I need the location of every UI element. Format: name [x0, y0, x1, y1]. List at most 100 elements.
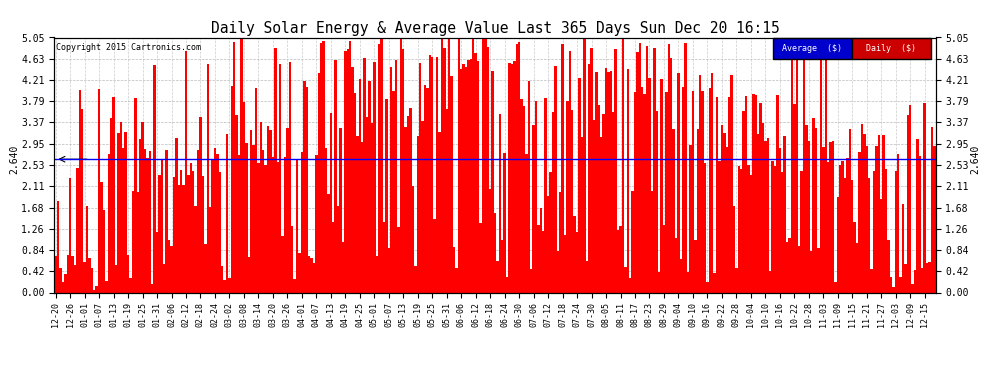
Bar — [499, 114, 501, 292]
Bar — [342, 242, 345, 292]
Bar — [276, 162, 279, 292]
Bar — [583, 38, 585, 292]
Bar — [544, 98, 546, 292]
Bar — [78, 90, 81, 292]
Bar — [132, 191, 134, 292]
Bar — [325, 148, 328, 292]
Bar — [754, 95, 757, 292]
Bar — [460, 69, 462, 292]
Bar — [803, 45, 805, 292]
Bar — [155, 232, 158, 292]
Bar — [719, 161, 721, 292]
Bar — [704, 163, 706, 292]
Bar — [511, 64, 513, 292]
Bar — [274, 48, 276, 292]
Bar — [798, 246, 800, 292]
Bar — [61, 282, 64, 292]
Bar — [422, 122, 424, 292]
Bar — [160, 160, 163, 292]
Bar — [441, 38, 444, 292]
Bar — [934, 147, 936, 292]
Bar — [202, 176, 204, 292]
Bar — [916, 139, 919, 292]
Bar — [593, 120, 595, 292]
Bar — [477, 62, 479, 292]
Bar — [243, 102, 246, 292]
Bar — [356, 136, 358, 292]
Bar — [303, 81, 306, 292]
Bar — [226, 134, 229, 292]
Bar — [617, 230, 620, 292]
Bar — [914, 270, 916, 292]
Bar — [236, 115, 238, 292]
Bar — [523, 106, 525, 292]
Bar — [494, 213, 496, 292]
Bar — [469, 59, 472, 292]
Bar — [320, 44, 323, 292]
Bar — [221, 266, 224, 292]
Bar — [345, 51, 346, 292]
Bar — [853, 222, 856, 292]
Bar — [561, 44, 563, 292]
Bar — [585, 261, 588, 292]
Bar — [670, 58, 672, 292]
Bar — [581, 137, 583, 292]
Bar — [56, 201, 59, 292]
Bar — [769, 271, 771, 292]
Bar — [899, 277, 902, 292]
Bar — [921, 268, 924, 292]
Bar — [254, 88, 257, 292]
Bar — [199, 117, 202, 292]
Bar — [538, 225, 540, 292]
Bar — [271, 158, 274, 292]
Bar — [909, 105, 912, 292]
Text: 2.640: 2.640 — [970, 144, 980, 174]
Bar — [446, 110, 447, 292]
Bar — [543, 231, 545, 292]
Bar — [875, 146, 877, 292]
Bar — [578, 78, 581, 292]
Bar — [139, 139, 142, 292]
Bar — [122, 148, 125, 292]
Bar — [603, 114, 605, 292]
Bar — [744, 96, 747, 292]
Bar — [115, 266, 117, 292]
Bar — [612, 112, 615, 292]
Bar — [64, 274, 66, 292]
Bar — [731, 75, 733, 292]
Bar — [711, 73, 714, 292]
Bar — [269, 130, 271, 292]
Bar — [830, 142, 832, 292]
Bar — [346, 50, 348, 292]
Bar — [144, 149, 147, 292]
Bar — [530, 268, 533, 292]
Bar — [665, 92, 667, 292]
Bar — [434, 219, 436, 292]
Bar — [660, 79, 662, 292]
Bar — [689, 145, 692, 292]
Bar — [262, 150, 264, 292]
Bar — [110, 118, 113, 292]
Bar — [328, 194, 330, 292]
Bar — [740, 169, 742, 292]
Bar — [895, 171, 897, 292]
Bar — [113, 98, 115, 292]
Bar — [187, 175, 190, 292]
Bar — [675, 238, 677, 292]
Bar — [457, 38, 460, 292]
Bar — [370, 123, 373, 292]
Bar — [687, 272, 689, 292]
Bar — [163, 264, 165, 292]
Bar — [363, 58, 366, 292]
Bar — [880, 199, 882, 292]
Bar — [293, 279, 296, 292]
Bar — [148, 151, 151, 292]
Bar — [424, 86, 427, 292]
Bar — [655, 111, 658, 292]
Bar — [808, 141, 810, 292]
Bar — [375, 256, 378, 292]
Bar — [450, 76, 452, 292]
Bar — [74, 265, 76, 292]
Bar — [192, 171, 194, 292]
Bar — [837, 196, 839, 292]
